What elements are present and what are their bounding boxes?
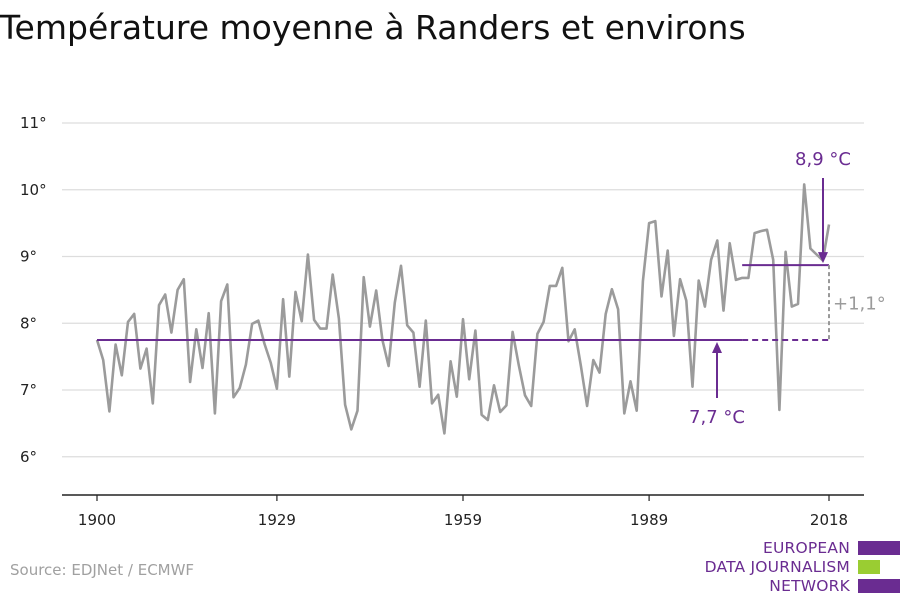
- difference-label: +1,1°: [833, 294, 886, 315]
- series-line: [95, 183, 831, 435]
- logo-bar-green: [858, 560, 880, 574]
- y-tick-label: 8°: [20, 314, 37, 332]
- logo-bar-purple-bottom: [858, 579, 900, 593]
- x-tick-label: 1989: [630, 511, 668, 529]
- chart-title: Température moyenne à Randers et environ…: [0, 8, 746, 47]
- y-tick-label: 7°: [20, 381, 37, 399]
- baseline-arrowhead: [712, 341, 722, 353]
- recent-label: 8,9 °C: [795, 149, 851, 170]
- edjnet-logo: EUROPEAN DATA JOURNALISM NETWORK: [690, 538, 900, 598]
- y-tick-label: 10°: [20, 181, 47, 199]
- y-tick-label: 9°: [20, 248, 37, 266]
- logo-line-2: DATA JOURNALISM: [704, 558, 850, 576]
- x-tick-label: 2018: [810, 511, 848, 529]
- x-tick-label: 1900: [78, 511, 116, 529]
- y-tick-label: 11°: [20, 114, 47, 132]
- baseline-label: 7,7 °C: [689, 407, 745, 428]
- y-tick-label: 6°: [20, 448, 37, 466]
- logo-bar-purple-top: [858, 541, 900, 555]
- source-note: Source: EDJNet / ECMWF: [10, 561, 195, 579]
- logo-line-3: NETWORK: [769, 577, 850, 595]
- x-tick-label: 1929: [258, 511, 296, 529]
- logo-line-1: EUROPEAN: [762, 539, 850, 557]
- recent-arrowhead: [818, 252, 828, 264]
- x-tick-label: 1959: [444, 511, 482, 529]
